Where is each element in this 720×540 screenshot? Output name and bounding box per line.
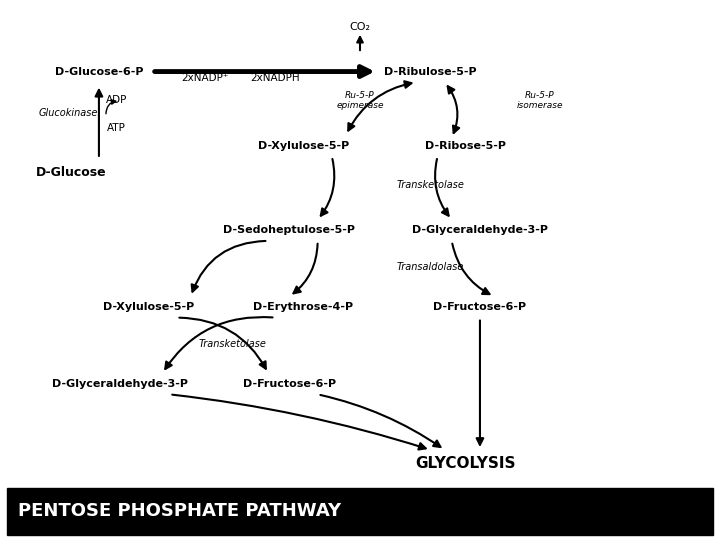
Text: Transaldolase: Transaldolase xyxy=(397,262,464,272)
Text: D-Ribulose-5-P: D-Ribulose-5-P xyxy=(384,66,477,77)
Text: Transketolase: Transketolase xyxy=(199,339,267,349)
Text: D-Fructose-6-P: D-Fructose-6-P xyxy=(243,379,336,389)
Text: D-Glucose-6-P: D-Glucose-6-P xyxy=(55,66,143,77)
Text: D-Glucose: D-Glucose xyxy=(35,166,106,179)
Text: PENTOSE PHOSPHATE PATHWAY: PENTOSE PHOSPHATE PATHWAY xyxy=(18,502,341,521)
Text: D-Sedoheptulose-5-P: D-Sedoheptulose-5-P xyxy=(223,225,356,235)
Text: D-Glyceraldehyde-3-P: D-Glyceraldehyde-3-P xyxy=(412,225,548,235)
Text: Transketolase: Transketolase xyxy=(397,180,464,190)
Text: Ru-5-P
isomerase: Ru-5-P isomerase xyxy=(517,91,563,110)
Text: GLYCOLYSIS: GLYCOLYSIS xyxy=(415,456,516,471)
Text: ADP: ADP xyxy=(106,94,127,105)
Bar xyxy=(7,488,713,535)
Text: 2xNADPH: 2xNADPH xyxy=(251,73,300,83)
Text: ATP: ATP xyxy=(107,123,126,133)
Text: D-Xylulose-5-P: D-Xylulose-5-P xyxy=(103,302,194,312)
Text: D-Glyceraldehyde-3-P: D-Glyceraldehyde-3-P xyxy=(52,379,188,389)
Text: D-Xylulose-5-P: D-Xylulose-5-P xyxy=(258,140,349,151)
Text: D-Erythrose-4-P: D-Erythrose-4-P xyxy=(253,302,354,312)
Text: CO₂: CO₂ xyxy=(349,22,371,31)
Text: Glucokinase: Glucokinase xyxy=(39,108,99,118)
Text: Ru-5-P
epimerase: Ru-5-P epimerase xyxy=(336,91,384,110)
Text: D-Fructose-6-P: D-Fructose-6-P xyxy=(433,302,526,312)
Text: D-Ribose-5-P: D-Ribose-5-P xyxy=(426,140,506,151)
Text: 2xNADP⁺: 2xNADP⁺ xyxy=(181,73,228,83)
